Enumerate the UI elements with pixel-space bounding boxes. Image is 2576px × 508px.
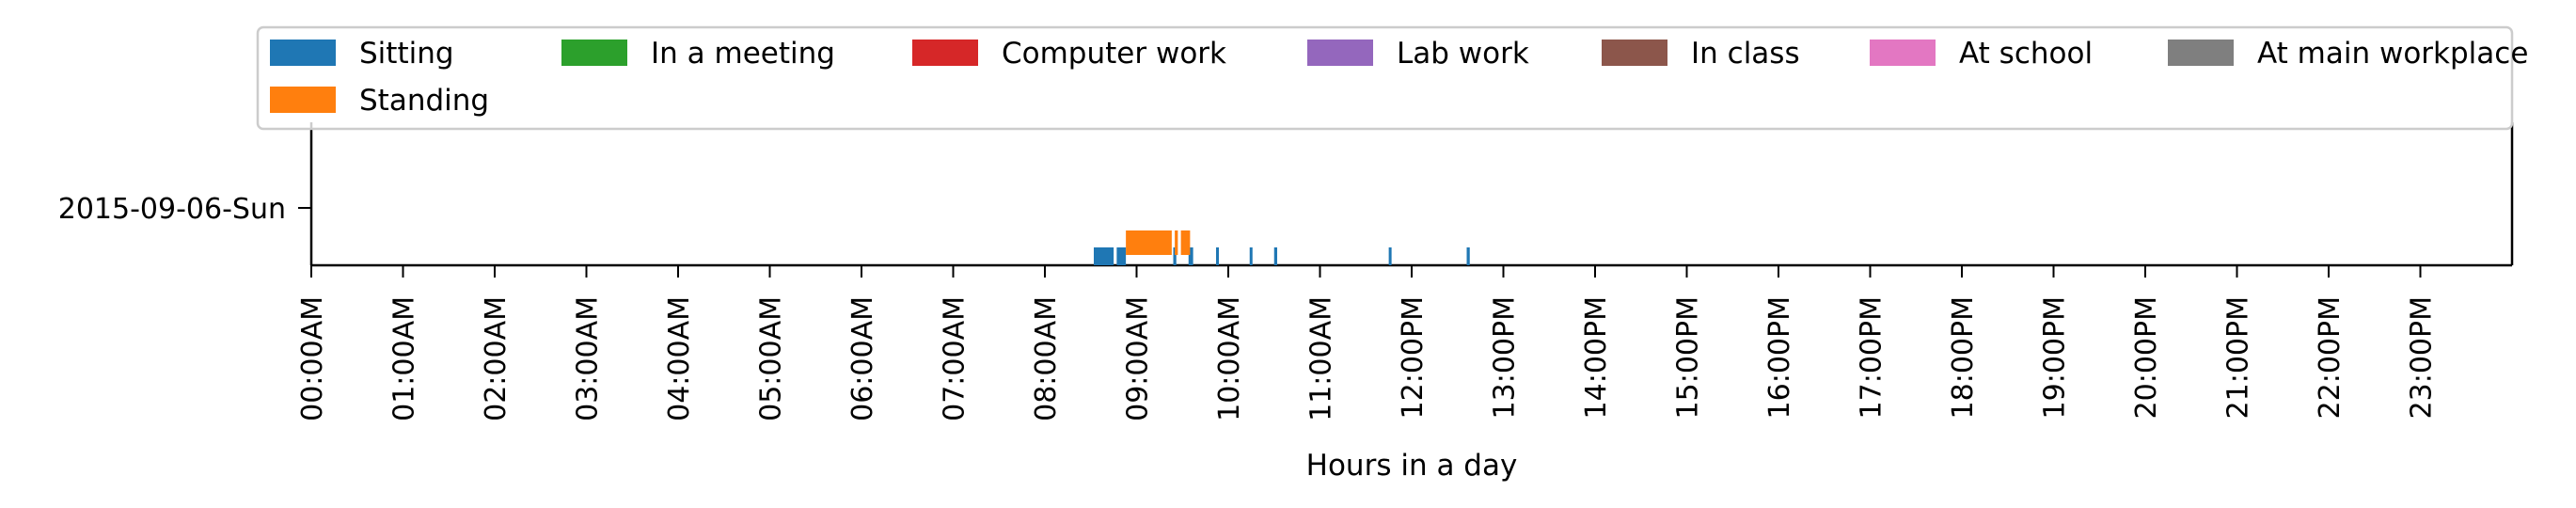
bar-standing <box>1126 230 1172 255</box>
x-tick-label: 08:00AM <box>1030 296 1063 421</box>
bar-sitting <box>1094 247 1114 265</box>
legend-label: Sitting <box>359 37 454 71</box>
legend-swatch <box>2168 40 2234 66</box>
x-axis-title: Hours in a day <box>1306 449 1518 483</box>
y-tick-label: 2015-09-06-Sun <box>58 193 286 226</box>
x-tick-label: 02:00AM <box>480 296 513 421</box>
legend-label: Standing <box>359 84 489 118</box>
legend-swatch <box>270 87 336 113</box>
legend-swatch <box>1602 40 1667 66</box>
legend: Sitting In a meeting Computer work Lab work… <box>256 25 2528 131</box>
x-tick-label: 11:00AM <box>1305 296 1338 421</box>
x-tick-label: 03:00AM <box>572 296 605 421</box>
x-tick-label: 12:00PM <box>1397 296 1430 419</box>
bar-sitting <box>1216 247 1219 265</box>
x-tick-label: 18:00PM <box>1947 296 1980 419</box>
x-tick-label: 00:00AM <box>296 296 329 421</box>
legend-frame <box>256 25 2514 131</box>
x-tick-label: 15:00PM <box>1672 296 1705 419</box>
legend-swatch <box>561 40 627 66</box>
x-tick-label: 09:00AM <box>1122 296 1155 421</box>
bar-sitting <box>1388 247 1392 265</box>
x-tick-label: 21:00PM <box>2222 296 2255 419</box>
legend-swatch <box>1870 40 1936 66</box>
legend-label: Lab work <box>1397 37 1529 71</box>
legend-swatch <box>270 40 336 66</box>
bar-sitting <box>1249 247 1253 265</box>
bar-sitting <box>1173 247 1177 265</box>
bar-sitting <box>1466 247 1470 265</box>
bar-sitting <box>1188 247 1193 265</box>
legend-swatch <box>1307 40 1373 66</box>
legend-swatch <box>912 40 978 66</box>
x-tick-label: 01:00AM <box>388 296 421 421</box>
bar-sitting <box>1273 247 1277 265</box>
legend-label: In a meeting <box>651 37 835 71</box>
x-tick-label: 23:00PM <box>2406 296 2439 419</box>
x-axis-ticks: 00:00AM 01:00AM 02:00AM 03:00AM 04:00AM 05:00… <box>296 265 2439 421</box>
x-tick-label: 14:00PM <box>1580 296 1613 419</box>
x-tick-label: 05:00AM <box>755 296 788 421</box>
x-tick-label: 22:00PM <box>2314 296 2347 419</box>
x-tick-label: 20:00PM <box>2130 296 2163 419</box>
x-tick-label: 07:00AM <box>939 296 972 421</box>
x-tick-label: 10:00AM <box>1213 296 1246 421</box>
legend-label: Computer work <box>1002 37 1226 71</box>
legend-label: In class <box>1691 37 1800 71</box>
legend-label: At main workplace <box>2257 37 2528 71</box>
x-tick-label: 13:00PM <box>1489 296 1522 419</box>
x-tick-label: 19:00PM <box>2039 296 2072 419</box>
x-tick-label: 06:00AM <box>846 296 879 421</box>
bar-sitting <box>1116 247 1127 265</box>
legend-label: At school <box>1959 37 2093 71</box>
bar-standing <box>1180 230 1191 255</box>
activity-bars <box>1094 230 1470 265</box>
x-tick-label: 04:00AM <box>663 296 696 421</box>
bar-standing <box>1175 230 1178 255</box>
x-tick-label: 17:00PM <box>1856 296 1889 419</box>
x-tick-label: 16:00PM <box>1763 296 1796 419</box>
